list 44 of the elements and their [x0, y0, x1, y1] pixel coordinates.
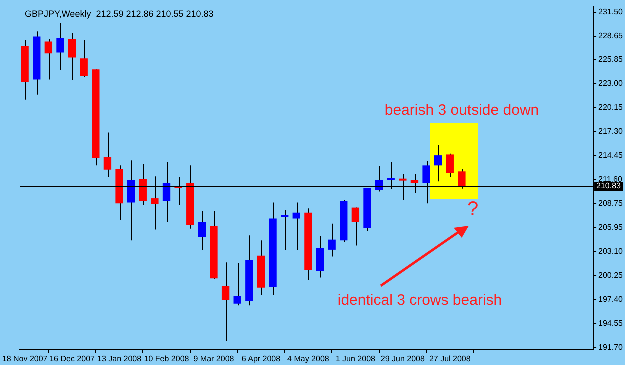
- y-tick-label: 203.10: [598, 246, 624, 256]
- y-tick-label: 214.45: [598, 151, 624, 160]
- x-tick-label: 27 Jul 2008: [429, 354, 472, 364]
- candlestick: [222, 262, 230, 342]
- x-tick-label: 9 Mar 2008: [194, 354, 235, 364]
- y-tick-label: 223.00: [598, 79, 624, 88]
- y-tick-label: 231.50: [598, 7, 624, 16]
- candlestick: [446, 153, 454, 178]
- candlestick: [80, 40, 88, 78]
- y-tick-label: 197.40: [598, 294, 624, 304]
- y-tick-label: 220.15: [598, 103, 624, 112]
- candlestick: [328, 223, 336, 258]
- y-tick-label: 194.55: [598, 318, 624, 328]
- candlestick: [292, 202, 300, 250]
- annotation: ?: [467, 198, 479, 221]
- candlestick: [198, 210, 206, 250]
- candlestick: [68, 32, 76, 82]
- x-tick-label: 4 May 2008: [288, 354, 330, 364]
- y-tick-label: 191.70: [598, 342, 624, 352]
- x-tick-label: 16 Dec 2007: [50, 354, 96, 364]
- chart-title: GBPJPY,Weekly 212.59 212.86 210.55 210.83: [25, 8, 214, 19]
- ref-line-label: 210.83: [596, 182, 622, 191]
- candlestick: [234, 262, 242, 306]
- candlestick: [281, 210, 289, 250]
- annotation: identical 3 crows bearish: [338, 292, 502, 310]
- annotation: bearish 3 outside down: [384, 102, 540, 120]
- y-tick-label: 205.95: [598, 222, 624, 232]
- candlestick: [434, 144, 442, 182]
- candlestick: [104, 132, 112, 178]
- candlestick: [44, 38, 53, 80]
- candlestick: [352, 207, 360, 246]
- y-tick-label: 225.85: [598, 55, 624, 64]
- candlestick: [56, 22, 64, 71]
- x-tick-label: 10 Feb 2008: [144, 354, 190, 364]
- y-tick-label: 217.30: [598, 127, 624, 136]
- y-tick-label: 208.75: [598, 199, 624, 208]
- x-tick-label: 1 Jun 2008: [336, 354, 376, 364]
- x-tick-label: 18 Nov 2007: [2, 354, 48, 364]
- y-tick-label: 200.25: [598, 270, 624, 280]
- candlestick: [316, 236, 324, 278]
- x-tick-label: 13 Jan 2008: [98, 354, 142, 364]
- y-tick-label: 228.65: [598, 32, 624, 40]
- x-tick-label: 6 Apr 2008: [242, 354, 282, 364]
- x-tick-label: 29 Jun 2008: [380, 354, 426, 364]
